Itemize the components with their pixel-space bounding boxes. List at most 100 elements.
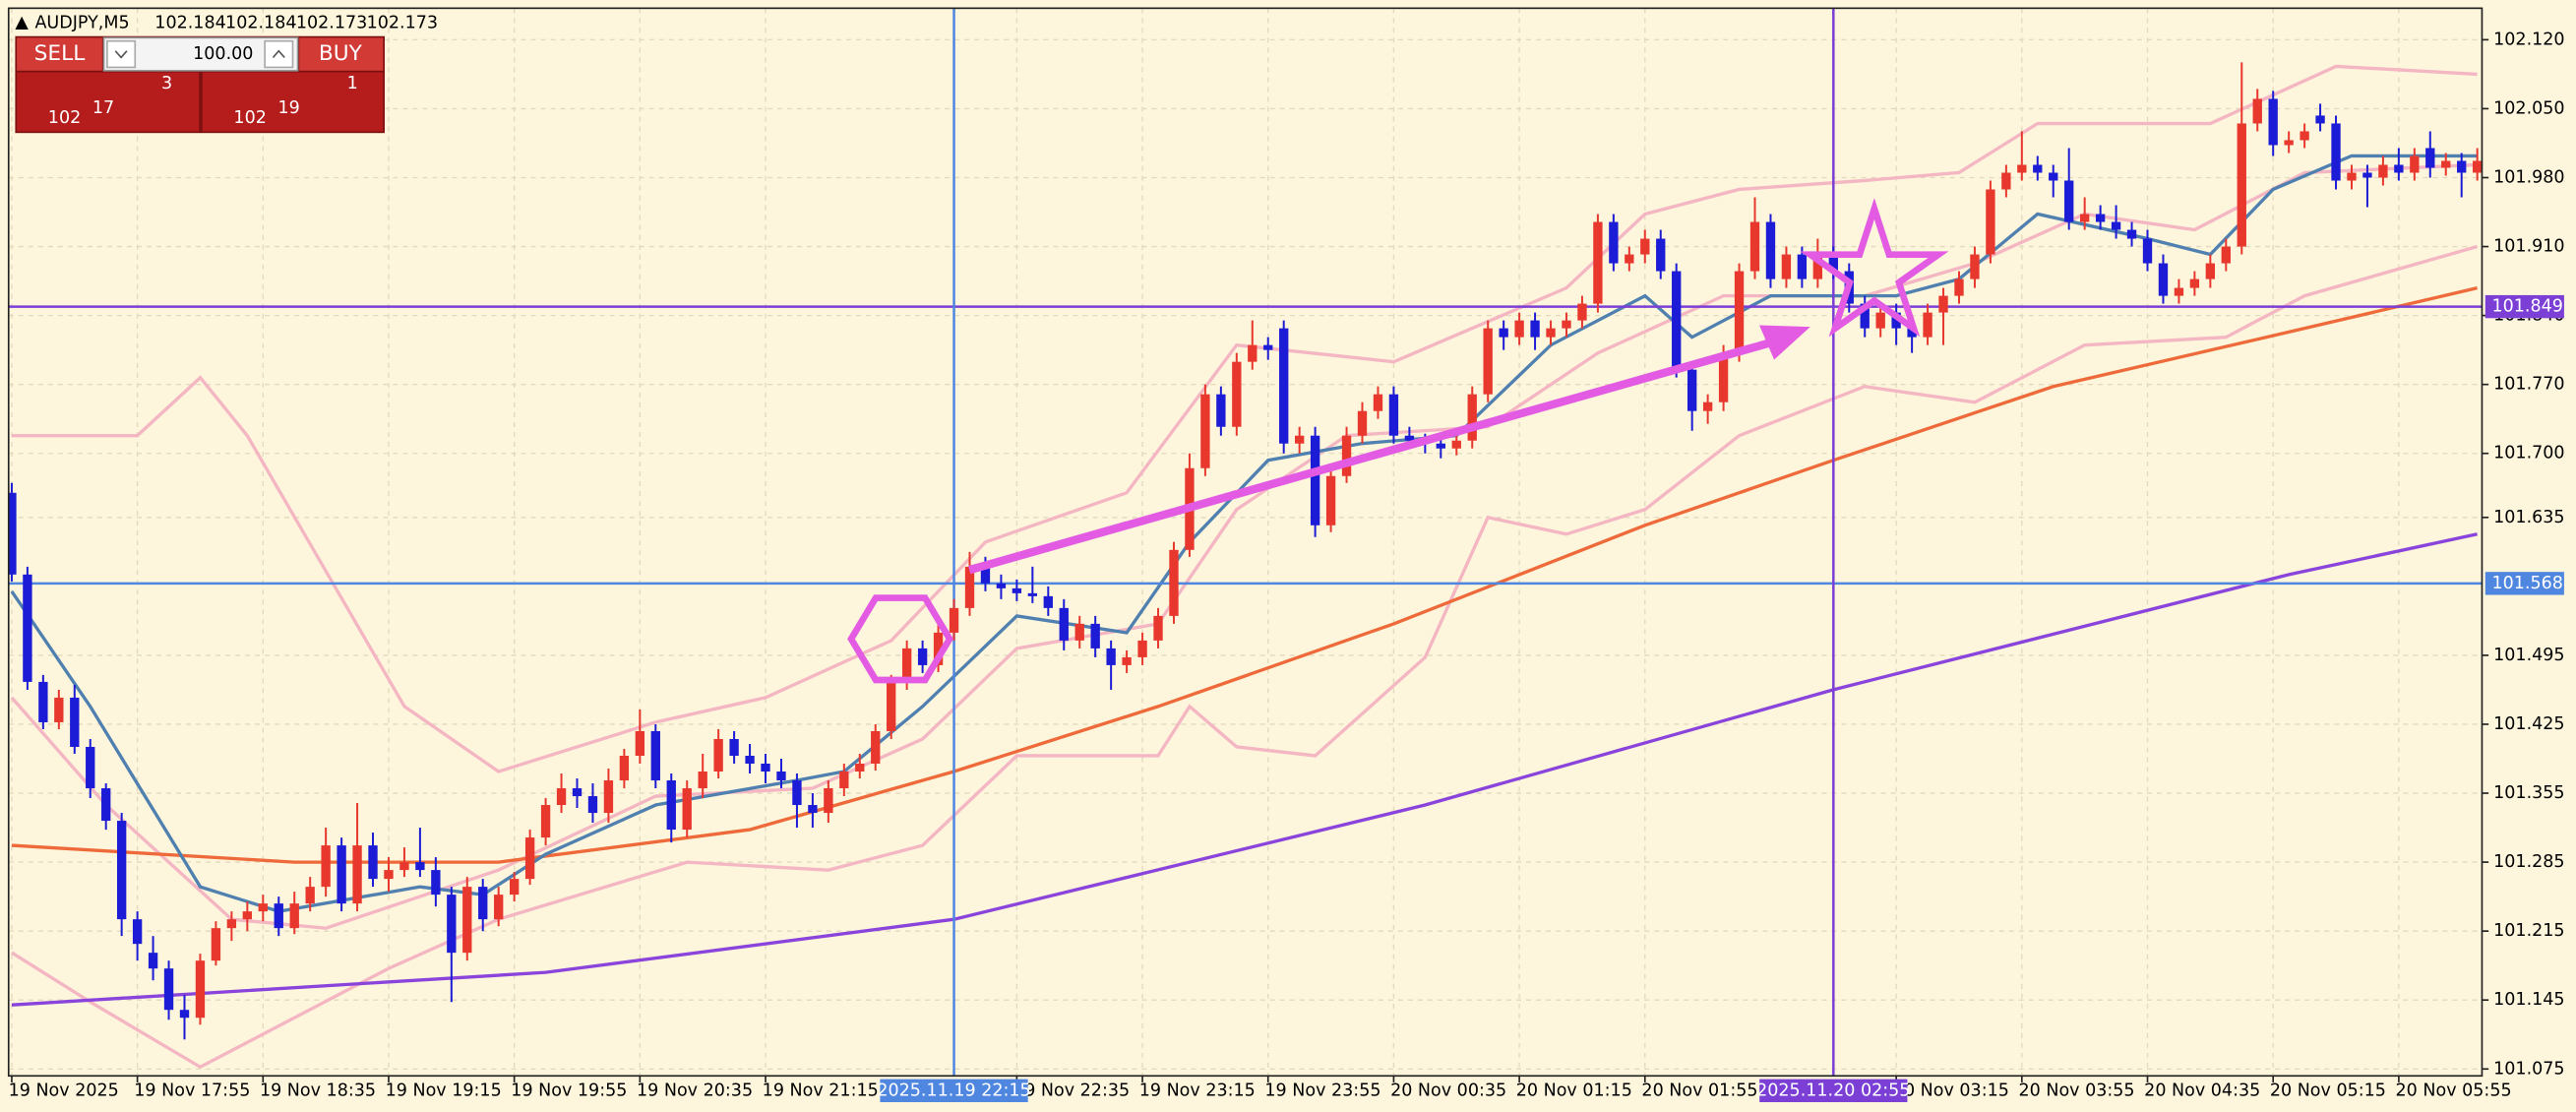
candle-body xyxy=(839,772,849,789)
candle-body xyxy=(1074,623,1084,641)
candle-body xyxy=(964,566,975,608)
candle-body xyxy=(1875,312,1885,329)
candle-body xyxy=(1467,394,1477,441)
candle-body xyxy=(447,895,457,954)
candle-body xyxy=(1812,254,1823,279)
candle-body xyxy=(1718,352,1729,402)
candle-body xyxy=(2158,263,2169,296)
price-label-bg xyxy=(2484,572,2564,595)
candle-body xyxy=(1279,328,1289,444)
candle-body xyxy=(2315,115,2325,124)
candle-body xyxy=(1781,254,1792,279)
trend-arrow[interactable] xyxy=(968,338,1776,575)
candle-body xyxy=(2033,164,2043,173)
buy-price-box[interactable] xyxy=(202,72,384,132)
y-tick-label: 101.215 xyxy=(2493,921,2564,941)
candle-body xyxy=(2300,131,2309,141)
plot-frame xyxy=(7,7,2484,1078)
sell-button[interactable] xyxy=(17,37,102,71)
indicator-line xyxy=(10,154,2478,913)
candle-body xyxy=(1232,361,1242,427)
y-tick-label: 101.425 xyxy=(2493,714,2564,734)
y-tick-label: 102.120 xyxy=(2493,30,2564,49)
x-tick-label: 20 Nov 03:15 xyxy=(1893,1081,2009,1100)
candle-body xyxy=(729,738,739,756)
price-label-bg xyxy=(2484,294,2564,319)
candle-body xyxy=(321,845,331,888)
x-tick-label: 20 Nov 03:55 xyxy=(2018,1081,2134,1100)
candle-body xyxy=(1106,648,1116,665)
x-tick-label: 19 Nov 19:15 xyxy=(386,1081,502,1100)
x-tick-label: 19 Nov 23:55 xyxy=(1264,1081,1380,1100)
plot-area xyxy=(8,8,2483,1077)
candle-body xyxy=(1907,328,1917,338)
candle-body xyxy=(1514,320,1524,338)
candle-body xyxy=(2126,229,2137,239)
indicator-line xyxy=(11,285,2478,864)
sell-price-box[interactable] xyxy=(17,72,200,132)
candle-body xyxy=(54,697,64,722)
time-label-bg xyxy=(880,1079,1028,1102)
candle-body xyxy=(1656,238,1666,272)
candle-body xyxy=(1200,394,1210,468)
candle-body xyxy=(2221,246,2231,264)
candle-body xyxy=(713,738,723,772)
x-tick-label: 19 Nov 20:35 xyxy=(637,1081,753,1100)
volume-value[interactable]: 100.00 xyxy=(193,44,253,64)
candle-body xyxy=(2441,160,2451,168)
candle-body xyxy=(1483,328,1493,395)
candle-body xyxy=(1625,254,1634,264)
indicator-line xyxy=(11,64,2478,773)
ask-small: 1 xyxy=(347,74,358,93)
candle-body xyxy=(1216,394,1226,427)
hexagon-drawing[interactable] xyxy=(847,594,954,684)
star-drawing[interactable] xyxy=(1800,198,1949,338)
volume-up[interactable] xyxy=(264,39,294,69)
ohlc-low: 102.173 xyxy=(296,13,367,32)
x-tick-label: 19 Nov 17:55 xyxy=(134,1081,250,1100)
x-tick-label: 20 Nov 01:55 xyxy=(1641,1081,1757,1100)
ohlc-open: 102.184 xyxy=(154,13,225,32)
candle-body xyxy=(1986,189,1995,255)
symbol-label: AUDJPY,M5 xyxy=(34,13,129,32)
candle-body xyxy=(1562,320,1571,329)
x-tick-label: 19 Nov 23:15 xyxy=(1139,1081,1256,1100)
time-label: 2025.11.20 02:55 xyxy=(1756,1081,1910,1100)
candle-body xyxy=(179,1010,190,1019)
candle-body xyxy=(2472,160,2483,173)
candle-body xyxy=(2237,123,2246,247)
y-tick-label: 102.050 xyxy=(2493,98,2564,118)
candle-body xyxy=(2410,155,2420,173)
time-label: 2025.11.19 22:15 xyxy=(877,1081,1030,1100)
candle-body xyxy=(1436,443,1445,449)
candle-body xyxy=(274,903,283,929)
candle-body xyxy=(509,879,520,896)
candle-body xyxy=(1310,435,1320,525)
bid-small: 3 xyxy=(161,74,172,93)
price-label: 101.568 xyxy=(2491,574,2562,593)
candle-body xyxy=(2064,180,2074,222)
candle-body xyxy=(289,903,299,929)
candle-body xyxy=(2142,238,2153,264)
candle-body xyxy=(1970,254,1980,279)
time-label-bg xyxy=(1759,1079,1908,1102)
chart-header: AUDJPY,M5 102.184 102.184 102.173 102.17… xyxy=(15,13,438,32)
x-tick-label: 20 Nov 00:35 xyxy=(1390,1081,1506,1100)
axes: 102.120102.050101.980101.910101.840101.7… xyxy=(9,30,2565,1102)
candle-body xyxy=(1891,312,1901,329)
y-tick-label: 101.980 xyxy=(2493,167,2564,187)
x-tick-label: 20 Nov 01:15 xyxy=(1516,1081,1632,1100)
buy-button[interactable] xyxy=(299,37,384,71)
y-tick-label: 101.075 xyxy=(2493,1059,2564,1079)
volume-down[interactable] xyxy=(106,39,137,69)
candle-body xyxy=(242,911,253,920)
candle-body xyxy=(698,772,707,789)
candle-body xyxy=(761,764,770,772)
buy-label[interactable]: BUY xyxy=(319,41,363,66)
candle-body xyxy=(1938,295,1948,313)
candle-body xyxy=(1530,320,1540,338)
candle-body xyxy=(887,681,896,731)
sell-label[interactable]: SELL xyxy=(34,41,86,66)
candle-body xyxy=(1388,394,1399,436)
candle-body xyxy=(2205,263,2216,279)
